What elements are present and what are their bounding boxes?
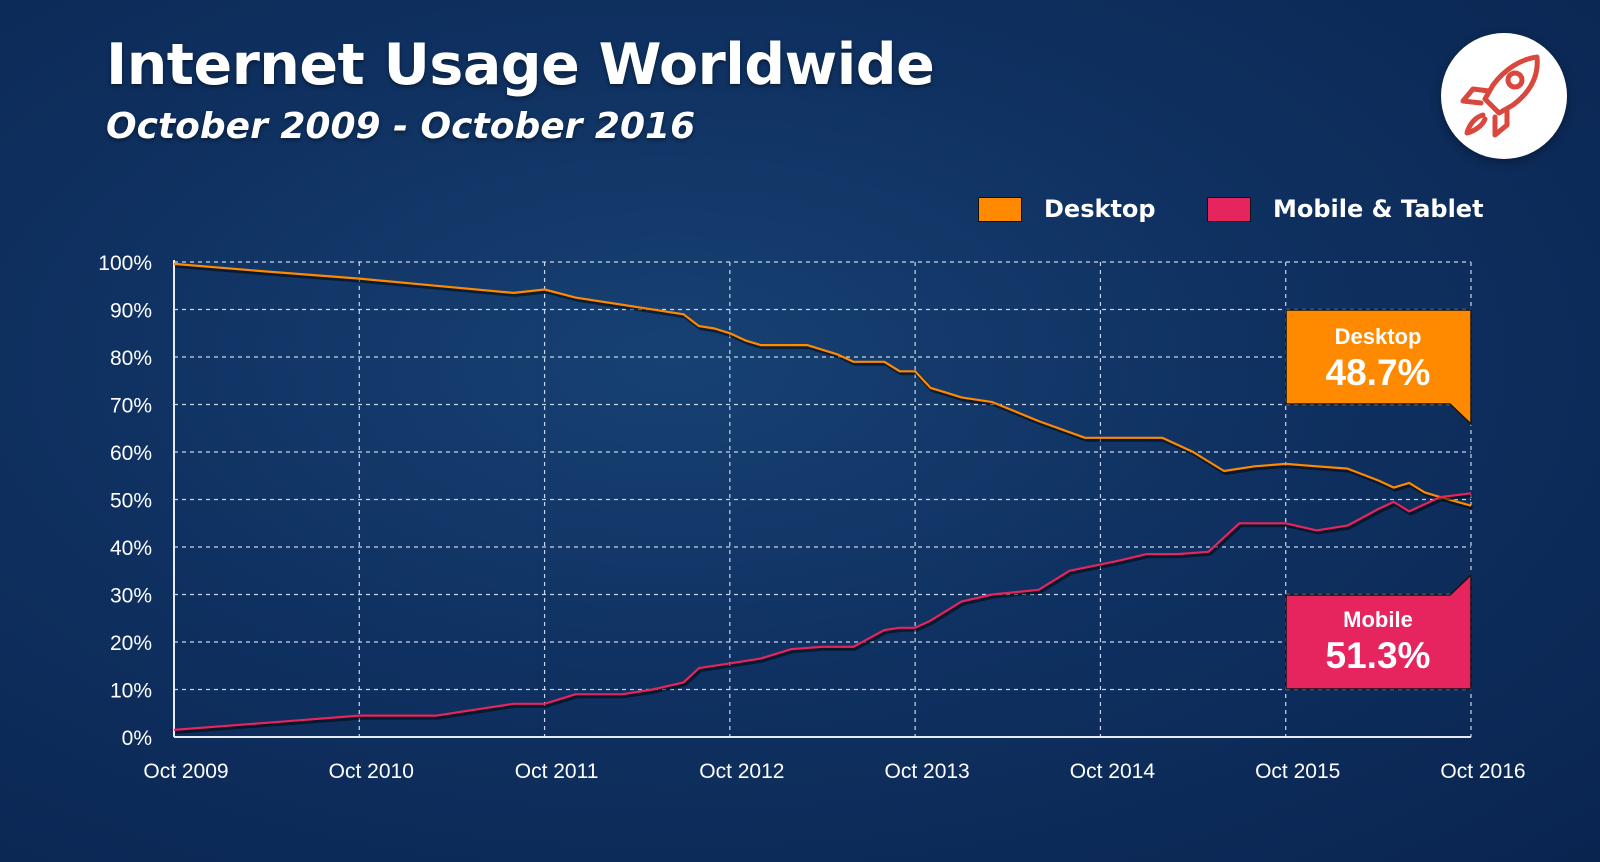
- legend-label-desktop: Desktop: [1044, 195, 1156, 223]
- series: [173, 262, 1474, 734]
- x-tick-label: Oct 2012: [699, 760, 784, 783]
- desktop-series-line: [173, 262, 1472, 507]
- y-tick-label: 40%: [110, 537, 152, 560]
- x-tick-label: Oct 2013: [885, 760, 970, 783]
- y-tick-label: 20%: [110, 632, 152, 655]
- page-subtitle: October 2009 - October 2016: [106, 106, 696, 147]
- y-tick-label: 100%: [98, 252, 152, 275]
- legend-swatch-desktop: [978, 196, 1022, 222]
- desktop-callout-value: 48.7%: [1326, 352, 1431, 393]
- y-tick-label: 60%: [110, 442, 152, 465]
- y-tick-label: 70%: [110, 395, 152, 418]
- y-tick-label: 50%: [110, 490, 152, 513]
- mobile-callout-box: [1285, 573, 1472, 690]
- y-tick-label: 90%: [110, 300, 152, 323]
- legend-desktop: Desktop: [978, 195, 1156, 223]
- mobile-tablet-series-line: [173, 492, 1472, 731]
- y-tick-label: 30%: [110, 585, 152, 608]
- legend-label-mobile-tablet: Mobile & Tablet: [1273, 195, 1484, 223]
- x-tick-label: Oct 2016: [1440, 760, 1525, 783]
- mobile-callout-label: Mobile: [1343, 607, 1413, 632]
- y-tick-label: 80%: [110, 347, 152, 370]
- axes: 0% 10% 20% 30% 40% 50% 60% 70% 80% 90% 100% Oct 200…: [98, 252, 1525, 783]
- mobile-callout: Mobile 51.3%: [1285, 573, 1472, 690]
- series-shadow-1: [175, 493, 1473, 734]
- page-title: Internet Usage Worldwide: [106, 32, 935, 98]
- grid: [174, 261, 1472, 737]
- x-tick-label: Oct 2010: [329, 760, 414, 783]
- desktop-callout: Desktop 48.7%: [1285, 309, 1472, 426]
- rocket-icon: [1460, 54, 1540, 138]
- legend-swatch-mobile-tablet: [1207, 196, 1251, 222]
- x-tick-label: Oct 2015: [1255, 760, 1340, 783]
- desktop-callout-box: [1285, 309, 1472, 426]
- desktop-callout-label: Desktop: [1335, 324, 1422, 349]
- y-tick-label: 0%: [122, 727, 152, 750]
- logo-badge: [1441, 33, 1567, 159]
- mobile-callout-value: 51.3%: [1326, 635, 1431, 676]
- legend-mobile-tablet: Mobile & Tablet: [1207, 195, 1484, 223]
- x-tick-label: Oct 2011: [515, 760, 599, 783]
- series-shadow-0: [175, 263, 1474, 510]
- y-tick-label: 10%: [110, 680, 152, 703]
- x-tick-label: Oct 2014: [1070, 760, 1156, 783]
- x-tick-label: Oct 2009: [143, 760, 228, 783]
